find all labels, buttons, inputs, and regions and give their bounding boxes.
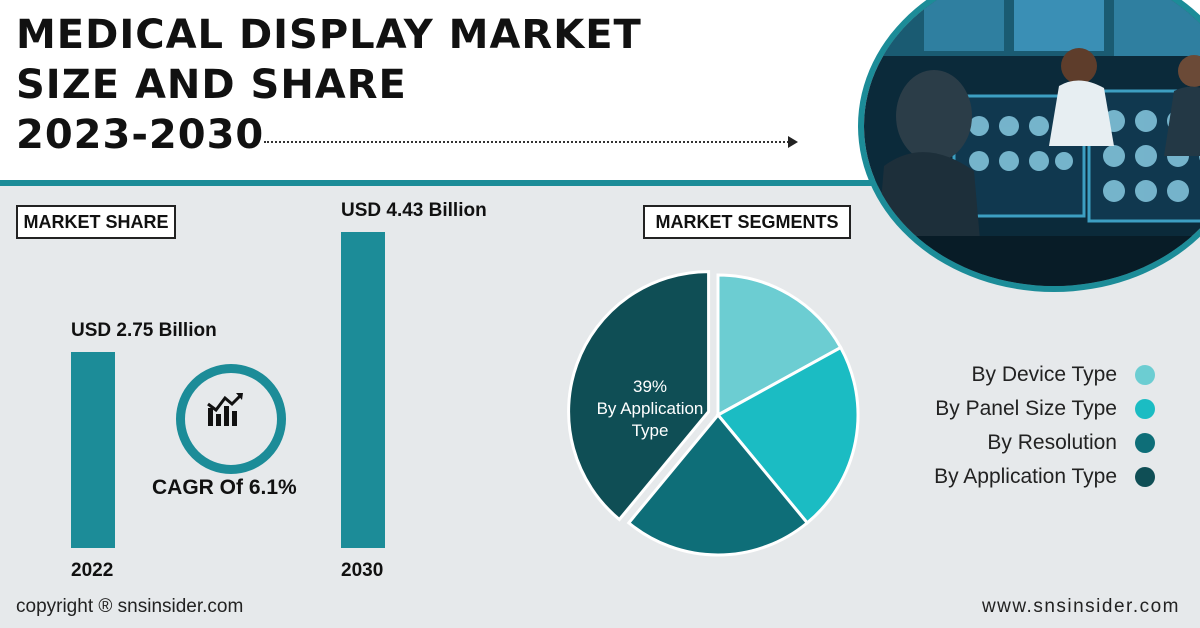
cagr-text: CAGR Of 6.1% [152,476,297,499]
segments-pie-chart: 39% By Application Type [567,270,860,557]
bar-2030 [341,232,385,548]
dotted-arrow-line [264,141,792,143]
legend-label: By Application Type [934,465,1117,488]
growth-chart-icon [207,393,243,426]
pie-highlight-label-line-1: By Application [597,399,704,418]
pie-slice-by-device-type [716,273,843,418]
cagr-ring [176,364,286,474]
legend-swatch [1135,433,1155,453]
bar-value-label-2022: USD 2.75 Billion [71,320,217,341]
pie-slice-by-resolution [626,412,810,557]
pie-highlight-label-line-2: Type [632,421,669,440]
legend-item-by-panel-size-type: By Panel Size Type [935,396,1155,422]
medical-monitors-photo [858,0,1200,292]
market-segments-label: MARKET SEGMENTS [643,205,851,239]
title-line-1: MEDICAL DISPLAY MARKET [16,12,642,58]
website-link[interactable]: www.snsinsider.com [981,596,1180,617]
bar-2022 [71,352,115,548]
legend-label: By Device Type [971,363,1117,386]
legend-label: By Resolution [987,431,1117,454]
legend-swatch [1135,467,1155,487]
legend-swatch [1135,399,1155,419]
legend-item-by-resolution: By Resolution [987,430,1155,456]
page-title: MEDICAL DISPLAY MARKET SIZE AND SHARE 20… [16,10,642,160]
arrow-head-icon [788,136,798,148]
copyright-text: copyright ® snsinsider.com [16,596,244,617]
year-label-2030: 2030 [341,560,384,581]
pie-slice-by-panel-size-type [715,345,860,525]
legend-swatch [1135,365,1155,385]
header-divider [0,180,920,186]
pie-slice-by-application-type [567,270,711,522]
legend-item-by-device-type: By Device Type [971,362,1155,388]
title-line-2: SIZE AND SHARE [16,62,407,108]
year-label-2022: 2022 [71,560,114,581]
title-line-3: 2023-2030 [16,112,265,158]
pie-highlight-value: 39% [633,377,667,396]
legend-item-by-application-type: By Application Type [934,464,1155,490]
bar-value-label-2030: USD 4.43 Billion [341,200,487,221]
legend-label: By Panel Size Type [935,397,1117,420]
market-share-label: MARKET SHARE [16,205,176,239]
